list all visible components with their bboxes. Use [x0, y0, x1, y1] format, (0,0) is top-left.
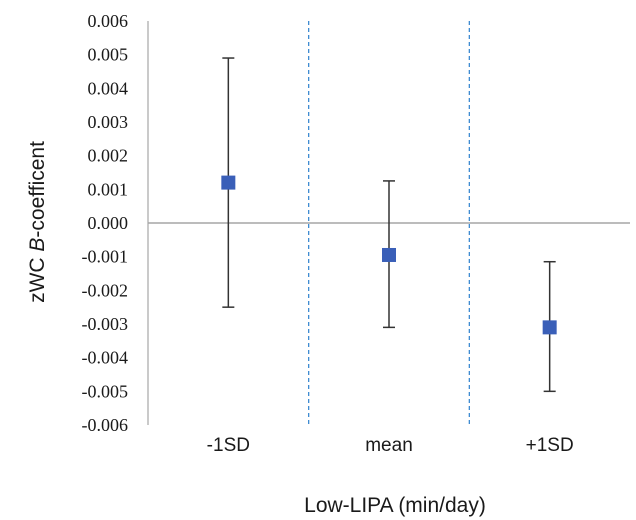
data-point — [382, 247, 396, 262]
y-tick-label: -0.003 — [82, 314, 129, 334]
y-tick-label: 0.002 — [88, 146, 129, 166]
y-axis-title: zWC B-coefficent — [26, 141, 49, 303]
data-marks — [221, 57, 557, 393]
y-tick-label: -0.005 — [82, 381, 129, 401]
y-tick-label: 0.000 — [88, 213, 129, 233]
y-tick-label: 0.006 — [88, 11, 129, 31]
y-tick-label: 0.003 — [88, 112, 129, 132]
category-separators — [308, 21, 470, 425]
y-tick-label: -0.006 — [82, 415, 129, 435]
x-category-labels: -1SD mean +1SD — [207, 435, 574, 456]
y-tick-labels: 0.006 0.005 0.004 0.003 0.002 0.001 0.000 -0.00… — [82, 11, 129, 435]
data-point — [542, 320, 557, 335]
y-axis-title-prefix: zWC — [26, 252, 49, 303]
y-tick-label: -0.002 — [82, 280, 129, 300]
y-axis-title-suffix: -coefficent — [26, 141, 49, 238]
y-tick-label: 0.005 — [88, 45, 129, 65]
y-tick-label: 0.004 — [88, 78, 129, 98]
x-axis-title: Low-LIPA (min/day) — [304, 494, 486, 517]
y-tick-label: -0.004 — [82, 348, 129, 368]
y-tick-label: -0.001 — [82, 247, 129, 267]
x-category-label: mean — [365, 435, 413, 456]
data-point — [221, 175, 236, 190]
x-category-label: -1SD — [207, 435, 250, 456]
y-axis-title-italic: B — [26, 238, 49, 252]
y-tick-label: 0.001 — [88, 179, 129, 199]
x-category-label: +1SD — [526, 435, 574, 456]
